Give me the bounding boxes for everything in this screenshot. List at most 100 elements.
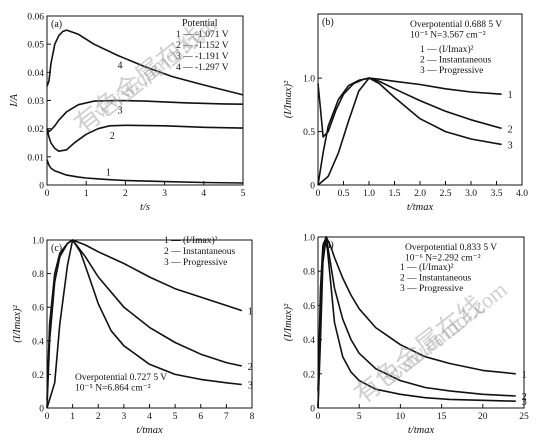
panel-1-y-tick-label: 0.05 — [27, 41, 44, 51]
panel-3-legend-entry: 1 — (I/Imax)² — [164, 235, 218, 246]
panel-2-legend-entry: 2 — Instantaneous — [420, 56, 492, 66]
panel-4-x-axis-label: t/tmax — [408, 425, 435, 436]
panel-2-x-tick-label: 0 — [316, 189, 321, 199]
panel-2-x-tick-label: 3.5 — [491, 189, 503, 199]
panel-3-x-axis-label: t/tmax — [136, 425, 163, 436]
panel-4-x-tick-label: 5 — [357, 412, 362, 422]
panel-2-series-3-label: 3 — [508, 140, 513, 151]
panel-1-legend-title: Potential — [182, 18, 218, 29]
panel-4-y-tick-label: 0.4 — [303, 336, 315, 346]
panel-3-panel-label: (c) — [51, 243, 62, 254]
panel-4-y-tick-label: 0 — [310, 405, 315, 415]
panel-3-x-tick-label: 8 — [250, 412, 255, 422]
panel-2-x-tick-label: 0.5 — [338, 189, 350, 199]
panel-2-y-tick-label: 0.5 — [303, 128, 315, 138]
panel-3-y-tick-label: 1.0 — [32, 237, 44, 247]
panel-1-series-4-label: 4 — [118, 60, 123, 71]
panel-4-annotation: Overpotential 0.833 5 V — [405, 243, 497, 253]
panel-4-series-3-line — [317, 236, 516, 409]
panel-1-legend-entry: 2 — -1.152 V — [176, 41, 229, 51]
panel-3-x-tick-label: 1 — [70, 412, 75, 422]
panel-1-legend-entry: 3 — -1.191 V — [176, 52, 229, 62]
panel-1-legend-entry: 1 — -1.071 V — [176, 30, 229, 40]
panel-4-legend-entry: 3 — Progressive — [400, 284, 463, 294]
panel-3-legend-entry: 3 — Progressive — [164, 258, 227, 268]
panel-1-x-axis-label: t/s — [140, 202, 150, 213]
panel-1-panel-label: (a) — [51, 19, 62, 30]
panel-1-x-tick-label: 0 — [45, 189, 50, 199]
panel-1-x-tick-label: 1 — [84, 189, 89, 199]
panel-1-series-2-label: 2 — [110, 131, 115, 142]
panel-3-y-tick-label: 0.2 — [32, 371, 44, 381]
panel-3-x-tick-label: 0 — [45, 412, 50, 422]
panel-2-x-tick-label: 1.0 — [363, 189, 375, 199]
panel-3-y-axis-label: (I/Imax)² — [12, 304, 23, 342]
panel-1-y-tick-label: 0.06 — [27, 13, 44, 23]
panel-3-y-tick-label: 0.8 — [32, 270, 44, 280]
panel-2-x-tick-label: 4.0 — [516, 189, 528, 199]
panel-3-series-1-label: 1 — [248, 307, 253, 318]
panel-3-x-tick-label: 4 — [147, 412, 152, 422]
panel-1-series-2-line — [46, 124, 244, 152]
panel-2-y-axis-label: (I/Imax)² — [283, 80, 294, 118]
panel-1-x-tick-label: 5 — [241, 189, 246, 199]
panel-4-series-3-label: 3 — [522, 397, 527, 408]
panel-2-annotation: Overpotential 0.688 5 V — [410, 20, 502, 30]
panel-2-y-tick-label: 0 — [310, 182, 315, 192]
panel-2-x-tick-label: 1.5 — [389, 189, 401, 199]
panel-2-series-3-line — [317, 77, 502, 186]
panel-4-series-1-label: 1 — [522, 370, 527, 381]
panel-4-legend-entry: 2 — Instantaneous — [400, 274, 472, 284]
panel-4-y-axis-label: (I/Imax)² — [283, 303, 294, 341]
panel-2-legend-entry: 1 — (I/Imax)² — [420, 44, 474, 55]
panel-3-annotation: Overpotential 0.727 5 V — [75, 373, 167, 383]
panel-3-x-tick-label: 2 — [96, 412, 101, 422]
panel-1-y-tick-label: 0.03 — [27, 97, 44, 107]
panel-4-y-tick-label: 1.0 — [303, 234, 315, 244]
panel-2-y-tick-label: 1.0 — [303, 75, 315, 85]
panel-1-series-3-label: 3 — [118, 106, 123, 117]
panel-4-x-tick-label: 10 — [396, 412, 406, 422]
panel-2-x-axis-label: t/tmax — [407, 202, 434, 213]
panel-1-y-tick-label: 0.02 — [27, 125, 44, 135]
panel-4-annotation: 10⁻⁶ N=2.292 cm⁻² — [405, 254, 481, 264]
panel-1-x-tick-label: 4 — [201, 189, 206, 199]
panel-4-y-tick-label: 0.8 — [303, 268, 315, 278]
panel-2-x-tick-label: 3.0 — [465, 189, 477, 199]
panel-4-series-1-line — [317, 236, 516, 391]
panel-1-y-tick-label: 0.04 — [27, 69, 44, 79]
panel-3-x-tick-label: 5 — [173, 412, 178, 422]
panel-4-y-tick-label: 0.2 — [303, 370, 315, 380]
panel-4-legend-entry: 1 — (I/Imax)² — [400, 262, 454, 273]
panel-3-legend-entry: 2 — Instantaneous — [164, 247, 236, 257]
panel-2-series-1-label: 1 — [508, 90, 513, 101]
panel-2-x-tick-label: 2.0 — [414, 189, 426, 199]
panel-4-x-tick-label: 20 — [478, 412, 488, 422]
panel-3-series-1-line — [46, 239, 243, 400]
panel-3-series-3-label: 3 — [248, 380, 253, 391]
panel-2-series-2-label: 2 — [508, 124, 513, 135]
panel-2-annotation: 10⁻⁵ N=3.567 cm⁻² — [410, 31, 486, 41]
panel-4-x-tick-label: 0 — [316, 412, 321, 422]
panel-3-annotation: 10⁻⁵ N=6.864 cm⁻² — [75, 384, 151, 394]
panel-1-y-tick-label: 0 — [39, 182, 44, 192]
panel-1-y-axis-label: I/A — [9, 94, 20, 108]
panel-1-legend-entry: 4 — -1.297 V — [176, 63, 229, 73]
panel-3-y-tick-label: 0.4 — [32, 337, 44, 347]
panel-1-series-3-line — [46, 99, 244, 133]
panel-2-panel-label: (b) — [322, 17, 334, 28]
panel-3-y-tick-label: 0 — [39, 405, 44, 415]
panel-3-y-tick-label: 0.6 — [32, 304, 44, 314]
panel-3-x-tick-label: 7 — [224, 412, 229, 422]
panel-2-legend-entry: 3 — Progressive — [420, 66, 483, 76]
panel-3-series-2-line — [46, 239, 242, 409]
panel-3-series-3-line — [46, 239, 242, 409]
panel-2-x-tick-label: 2.5 — [440, 189, 452, 199]
panel-4-frame — [317, 236, 525, 409]
panel-1-series-1-label: 1 — [106, 167, 111, 178]
panel-4-x-tick-label: 25 — [519, 412, 529, 422]
panel-1-x-tick-label: 3 — [162, 189, 167, 199]
panel-4-y-tick-label: 0.6 — [303, 302, 315, 312]
